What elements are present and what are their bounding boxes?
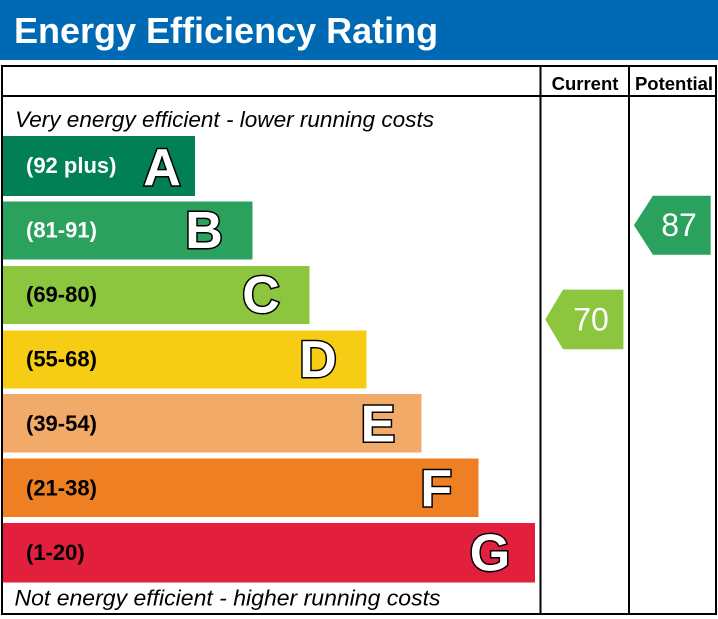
svg-text:70: 70 [573,302,609,338]
svg-text:Current: Current [552,73,619,94]
svg-text:F: F [420,460,452,518]
svg-text:B: B [185,202,223,260]
svg-text:A: A [143,139,181,197]
svg-text:E: E [361,395,396,453]
svg-text:Potential: Potential [635,73,713,94]
svg-text:Very energy efficient - lower: Very energy efficient - lower running co… [15,107,434,132]
svg-text:D: D [299,331,337,389]
svg-text:(55-68): (55-68) [26,347,97,372]
svg-text:(21-38): (21-38) [26,476,97,501]
svg-text:(39-54): (39-54) [26,411,97,436]
svg-text:G: G [470,524,510,582]
svg-text:(69-80): (69-80) [26,282,97,307]
svg-text:(92 plus): (92 plus) [26,153,116,178]
svg-text:(81-91): (81-91) [26,218,97,243]
svg-text:Not energy efficient - higher: Not energy efficient - higher running co… [15,586,441,611]
svg-text:Energy Efficiency Rating: Energy Efficiency Rating [14,10,438,51]
svg-text:(1-20): (1-20) [26,540,85,565]
svg-text:C: C [242,266,280,324]
svg-text:87: 87 [661,207,697,243]
